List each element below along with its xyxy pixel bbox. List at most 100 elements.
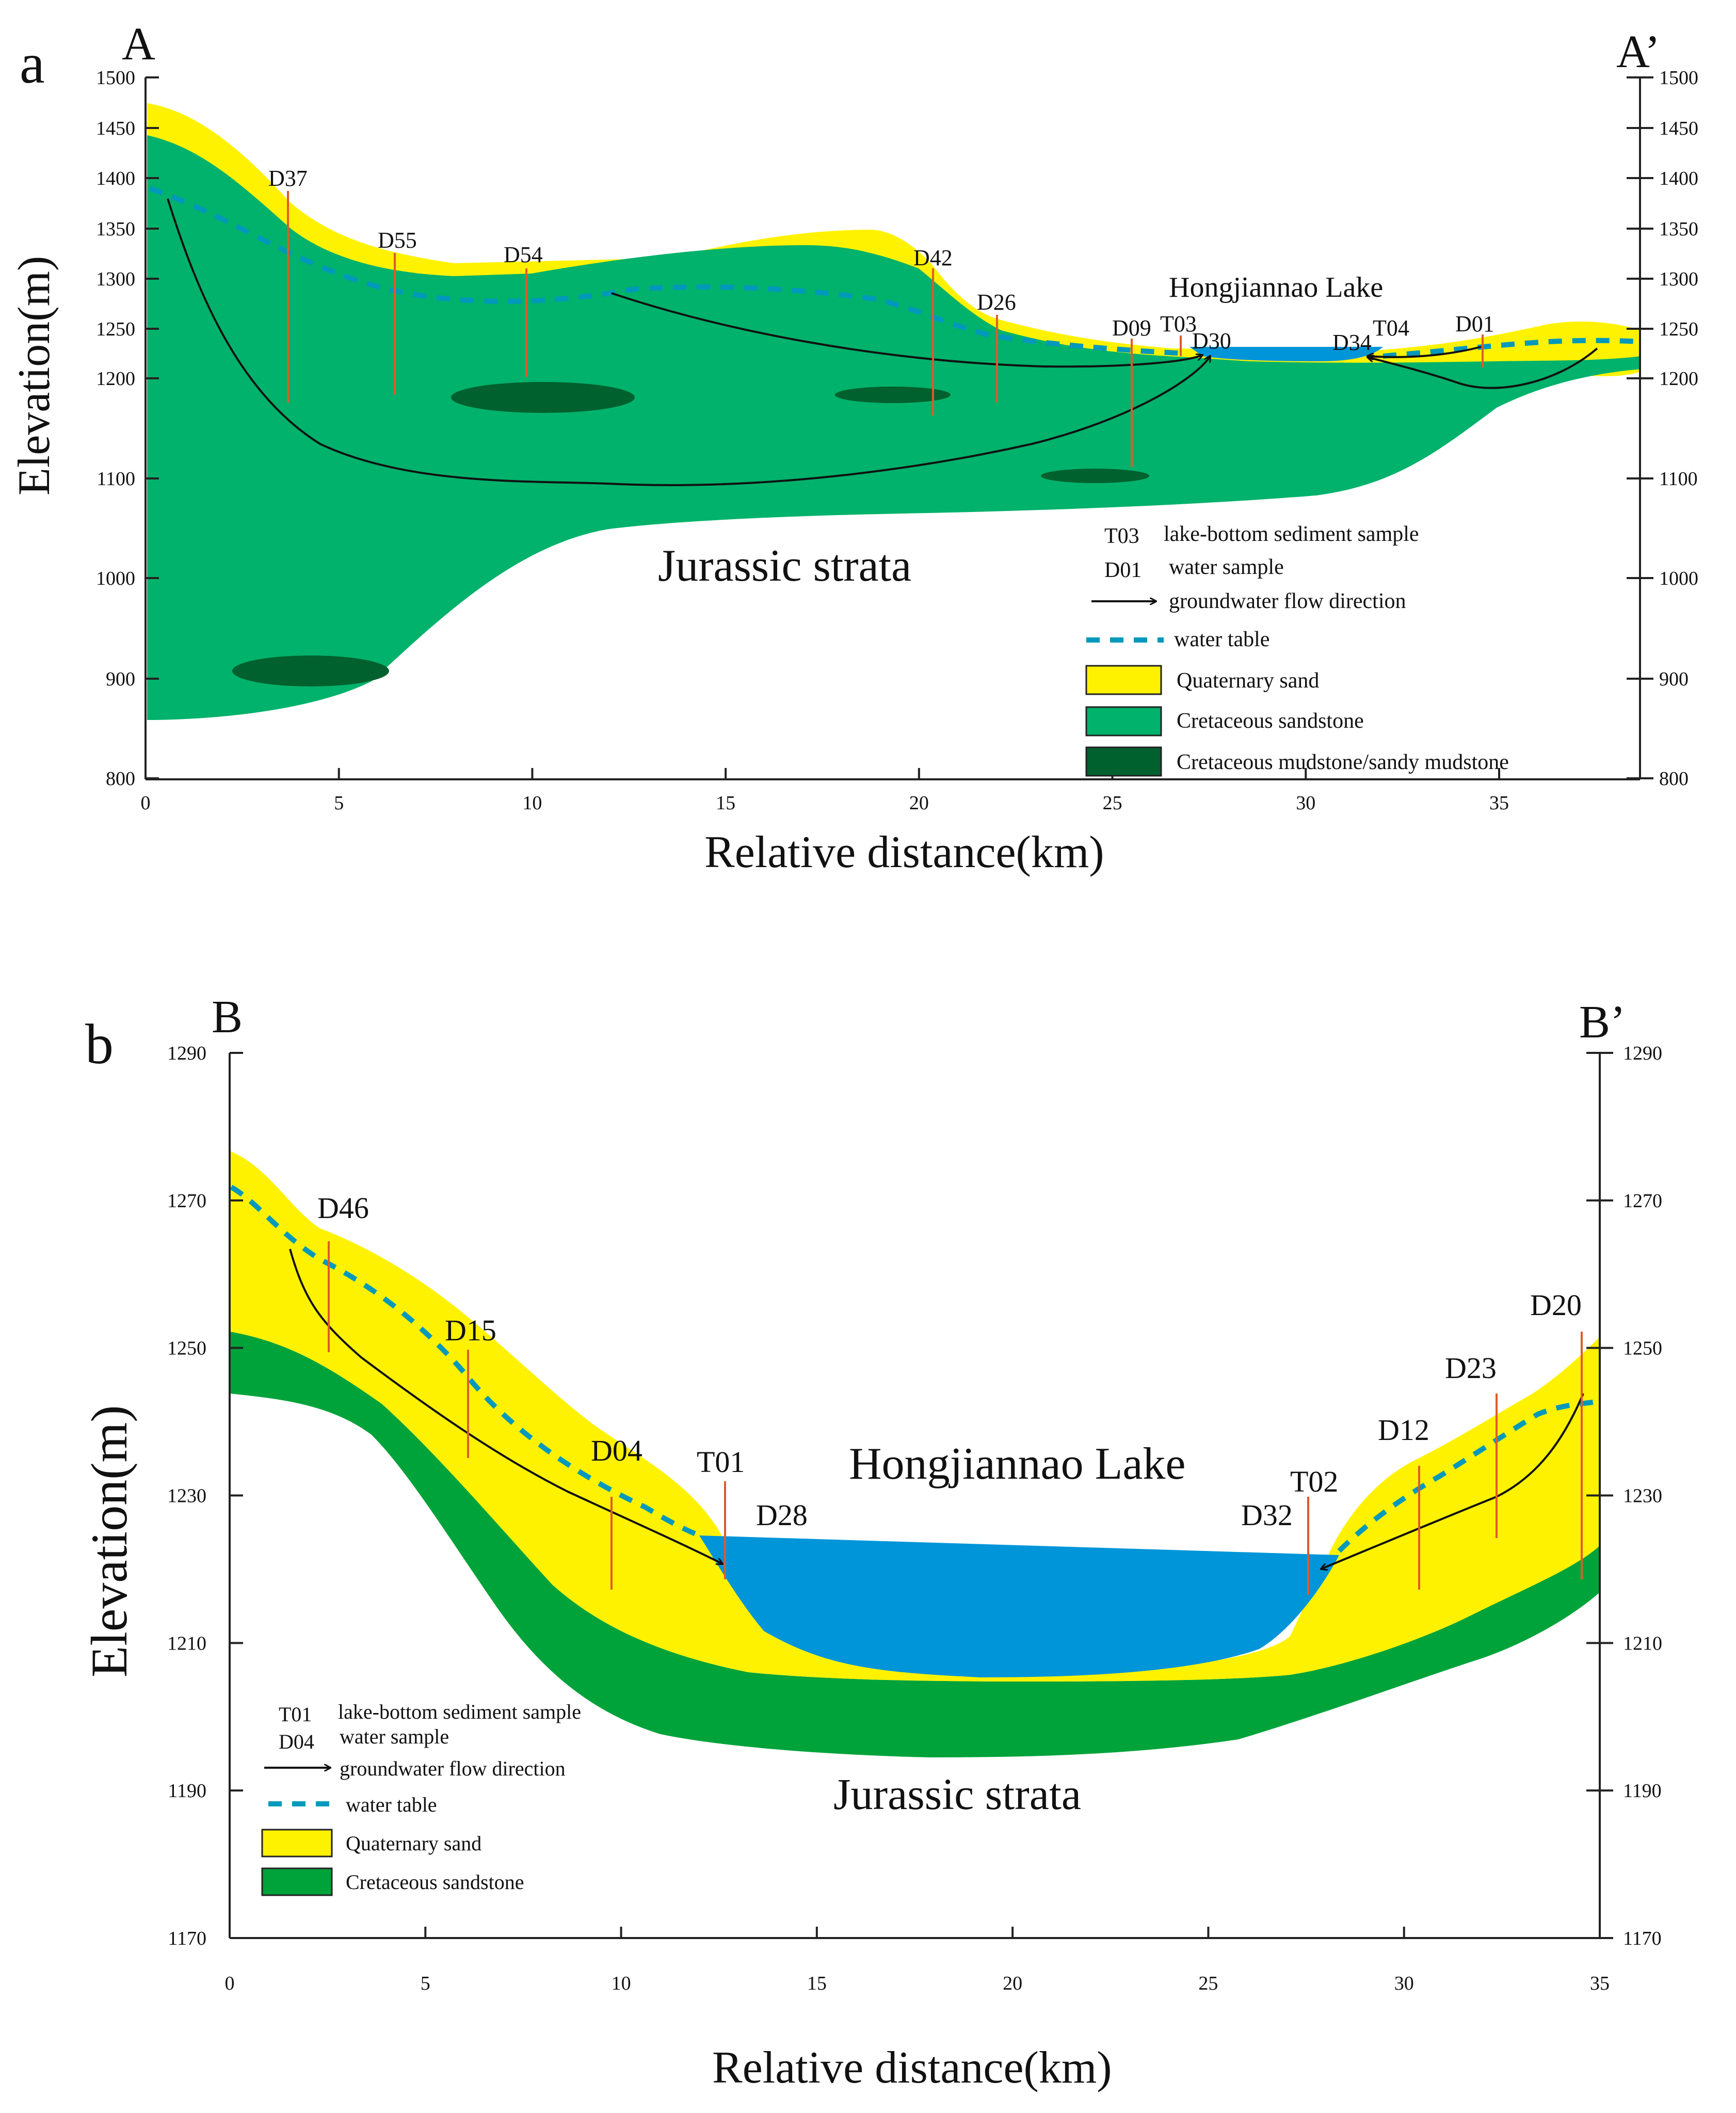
a-xtick-label-5: 25 — [1103, 792, 1122, 814]
water-table-b — [230, 1184, 1600, 1553]
well-labels-a: D37 D55 D54 D42 D26 D09 T03 D30 D34 T04 … — [268, 166, 1494, 355]
legend-b-sediment-code: T01 — [279, 1703, 312, 1726]
a-ytick-label-right-0: 1500 — [1659, 67, 1698, 89]
b-ytick-label-right-3: 1230 — [1623, 1485, 1662, 1507]
flow-path-west-b — [289, 1248, 722, 1564]
a-ytick-label-left-3: 1350 — [96, 218, 135, 240]
well-labels-b: D46 D15 D04 T01 D28 T02 D32 D12 D23 D20 — [317, 1191, 1582, 1532]
flow-path-shallow-a — [611, 292, 1202, 368]
mudstone-lens-2 — [835, 387, 951, 403]
legend-a-watertable-label: water table — [1174, 628, 1269, 651]
b-ytick-label-right-4: 1210 — [1623, 1632, 1662, 1654]
legend-a-sand-label: Quaternary sand — [1177, 669, 1319, 693]
well-label-a-7: D30 — [1192, 328, 1231, 354]
b-xtick-label-3: 15 — [807, 1973, 827, 1994]
b-xtick-label-1: 5 — [421, 1973, 430, 1994]
b-ytick-label-left-3: 1230 — [167, 1485, 206, 1507]
a-ytick-label-left-4: 1300 — [96, 268, 135, 290]
lake-water-a — [1190, 347, 1383, 361]
well-label-a-6: T03 — [1160, 311, 1197, 337]
legend-b-sand-swatch — [261, 1829, 333, 1858]
a-ytick-label-right-3: 1350 — [1659, 218, 1698, 240]
a-ytick-label-right-5: 1250 — [1659, 318, 1698, 340]
well-label-a-8: D34 — [1332, 330, 1372, 355]
well-label-b-7: D12 — [1378, 1413, 1429, 1447]
b-ytick-label-left-1: 1270 — [167, 1190, 206, 1212]
lake-water-b — [699, 1535, 1339, 1677]
a-ytick-label-left-6: 1200 — [96, 368, 135, 390]
b-xtick-label-4: 20 — [1003, 1973, 1022, 1994]
well-label-a-4: D26 — [977, 290, 1016, 315]
panel-a: a A A’ D37 D55 — [9, 19, 1698, 877]
y-axis-label-a: Elevation(m) — [9, 256, 59, 495]
flow-path-east-short-a — [1368, 346, 1482, 357]
lake-label-a: Hongjiannao Lake — [1169, 271, 1383, 303]
water-table-a — [149, 186, 1642, 359]
lake-label-b: Hongjiannao Lake — [849, 1439, 1185, 1489]
legend-a-sand-swatch — [1085, 665, 1162, 695]
mudstone-lens-1 — [451, 382, 635, 413]
panel-b-left-end-label: B — [212, 991, 243, 1043]
a-ytick-label-right-6: 1200 — [1659, 368, 1698, 390]
well-label-b-2: D04 — [591, 1434, 642, 1467]
a-ytick-label-right-10: 800 — [1659, 768, 1689, 790]
x-ticks-b: 0 5 10 15 20 25 30 35 — [225, 1927, 1610, 1994]
well-label-a-5: D09 — [1112, 315, 1151, 341]
a-ytick-label-left-0: 1500 — [96, 67, 135, 89]
well-label-b-8: D23 — [1445, 1351, 1497, 1385]
legend-a-sediment-label: lake-bottom sediment sample — [1164, 522, 1419, 546]
a-xtick-label-6: 30 — [1296, 792, 1315, 814]
legend-b-sandstone-label: Cretaceous sandstone — [346, 1870, 524, 1894]
a-xtick-label-2: 10 — [522, 792, 542, 814]
legend-a-water-code: D01 — [1104, 558, 1142, 582]
a-ytick-label-right-4: 1300 — [1659, 268, 1698, 290]
well-label-a-1: D55 — [378, 228, 417, 253]
b-ytick-label-right-1: 1270 — [1623, 1190, 1662, 1212]
a-xtick-label-7: 35 — [1489, 792, 1509, 814]
b-ytick-label-left-0: 1290 — [167, 1043, 206, 1064]
b-xtick-label-2: 10 — [612, 1973, 631, 1994]
x-axis-label-b: Relative distance(km) — [712, 2043, 1112, 2093]
well-label-a-2: D54 — [504, 242, 543, 267]
a-ytick-label-right-9: 900 — [1659, 668, 1689, 690]
a-ytick-label-left-7: 1100 — [97, 468, 135, 490]
well-label-b-1: D15 — [445, 1314, 496, 1347]
well-label-a-10: D01 — [1455, 311, 1494, 337]
well-label-b-5: T02 — [1290, 1465, 1338, 1498]
a-xtick-label-4: 20 — [909, 792, 929, 814]
legend-a-sandstone-label: Cretaceous sandstone — [1177, 709, 1364, 733]
flow-path-east-b — [1321, 1393, 1584, 1569]
legend-b-sand-label: Quaternary sand — [346, 1832, 481, 1855]
cretaceous-sandstone-layer-b — [230, 1332, 1600, 1757]
well-label-a-9: T04 — [1373, 315, 1409, 341]
legend-a-flow-label: groundwater flow direction — [1169, 589, 1406, 613]
legend-b: T01 lake-bottom sediment sample D04 wate… — [261, 1700, 581, 1896]
well-label-b-3: T01 — [697, 1445, 745, 1479]
a-ytick-label-right-7: 1100 — [1659, 468, 1698, 490]
cretaceous-sandstone-layer-a — [147, 135, 1641, 720]
well-label-b-6: D32 — [1241, 1498, 1293, 1532]
b-ytick-label-right-2: 1250 — [1623, 1338, 1662, 1359]
well-label-a-3: D42 — [913, 245, 953, 270]
flow-path-deep-a — [167, 198, 1210, 486]
legend-a-sediment-code: T03 — [1104, 524, 1139, 548]
flow-path-east-a — [1368, 347, 1598, 389]
a-ytick-label-left-1: 1450 — [96, 118, 135, 139]
b-ytick-label-right-5: 1190 — [1623, 1780, 1662, 1802]
legend-b-sandstone-swatch — [261, 1867, 333, 1896]
a-ytick-label-left-9: 900 — [106, 668, 135, 690]
a-ytick-label-right-8: 1000 — [1659, 568, 1698, 589]
panel-a-left-end-label: A — [122, 19, 155, 70]
strata-label-b: Jurassic strata — [833, 1769, 1081, 1819]
b-ytick-label-right-6: 1170 — [1623, 1928, 1662, 1949]
a-xtick-label-3: 15 — [716, 792, 735, 814]
legend-b-flow-label: groundwater flow direction — [340, 1757, 566, 1780]
panel-b: b B B’ D46 D15 D04 T01 D28 — [81, 991, 1662, 2093]
b-xtick-label-0: 0 — [225, 1973, 235, 1994]
well-label-b-0: D46 — [317, 1191, 369, 1225]
legend-a: T03 lake-bottom sediment sample D01 wate… — [1085, 522, 1509, 777]
a-ytick-label-left-5: 1250 — [96, 318, 135, 340]
y-axis-label-b: Elevation(m) — [81, 1405, 138, 1677]
a-ytick-label-right-2: 1400 — [1659, 168, 1698, 189]
wells-a — [287, 191, 1484, 467]
